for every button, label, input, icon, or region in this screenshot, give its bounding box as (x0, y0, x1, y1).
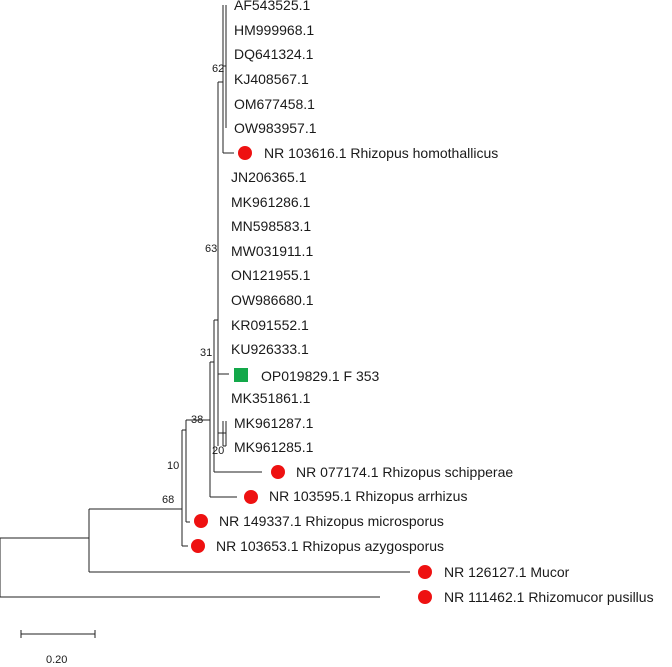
tip-label: KR091552.1 (231, 317, 309, 333)
circle-marker (191, 539, 205, 553)
tip-label: DQ641324.1 (234, 46, 314, 62)
tree-branches (0, 5, 410, 598)
tip-label: MK961287.1 (234, 415, 314, 431)
square-marker (234, 368, 248, 382)
circle-marker (194, 514, 208, 528)
tip-label: MK961285.1 (234, 439, 314, 455)
tip-label: NR 103616.1 Rhizopus homothallicus (264, 145, 498, 161)
tip-label: OW983957.1 (234, 120, 317, 136)
tip-label: KJ408567.1 (234, 71, 309, 87)
circle-marker (271, 465, 285, 479)
bootstrap-value: 63 (205, 243, 217, 255)
tip-label: MK351861.1 (231, 390, 311, 406)
tip-markers (191, 146, 432, 604)
bootstrap-value: 68 (162, 494, 174, 506)
tip-label: MK961286.1 (231, 194, 311, 210)
bootstrap-values: 62 63 31 38 10 68 20 (162, 63, 224, 506)
tip-label: NR 149337.1 Rhizopus microsporus (219, 513, 444, 529)
tip-label: NR 077174.1 Rhizopus schipperae (296, 464, 513, 480)
bootstrap-value: 10 (167, 460, 179, 472)
tip-label: AF543525.1 (234, 0, 310, 13)
tip-label: NR 103595.1 Rhizopus arrhizus (269, 488, 467, 504)
circle-marker (244, 490, 258, 504)
tip-label: OM677458.1 (234, 96, 315, 112)
tip-label: MN598583.1 (231, 218, 311, 234)
tip-label: MW031911.1 (231, 243, 313, 259)
tip-label: OP019829.1 F 353 (261, 368, 380, 384)
tip-label: ON121955.1 (231, 267, 311, 283)
tip-label: JN206365.1 (231, 169, 307, 185)
circle-marker (418, 590, 432, 604)
circle-marker (418, 565, 432, 579)
bootstrap-value: 38 (191, 414, 203, 426)
tip-label: NR 126127.1 Mucor (444, 564, 570, 580)
tip-label: HM999968.1 (234, 22, 314, 38)
bootstrap-value: 62 (212, 63, 224, 75)
circle-marker (238, 146, 252, 160)
tip-labels: AF543525.1 HM999968.1 DQ641324.1 KJ40856… (216, 0, 654, 605)
tip-label: NR 103653.1 Rhizopus azygosporus (216, 538, 444, 554)
tip-label: KU926333.1 (231, 341, 309, 357)
bootstrap-value: 20 (212, 445, 224, 457)
scale-bar-label: 0.20 (46, 654, 67, 666)
bootstrap-value: 31 (200, 347, 212, 359)
tip-label: NR 111462.1 Rhizomucor pusillus (444, 589, 654, 605)
tip-label: OW986680.1 (231, 292, 314, 308)
scale-bar: 0.20 (20, 630, 96, 666)
